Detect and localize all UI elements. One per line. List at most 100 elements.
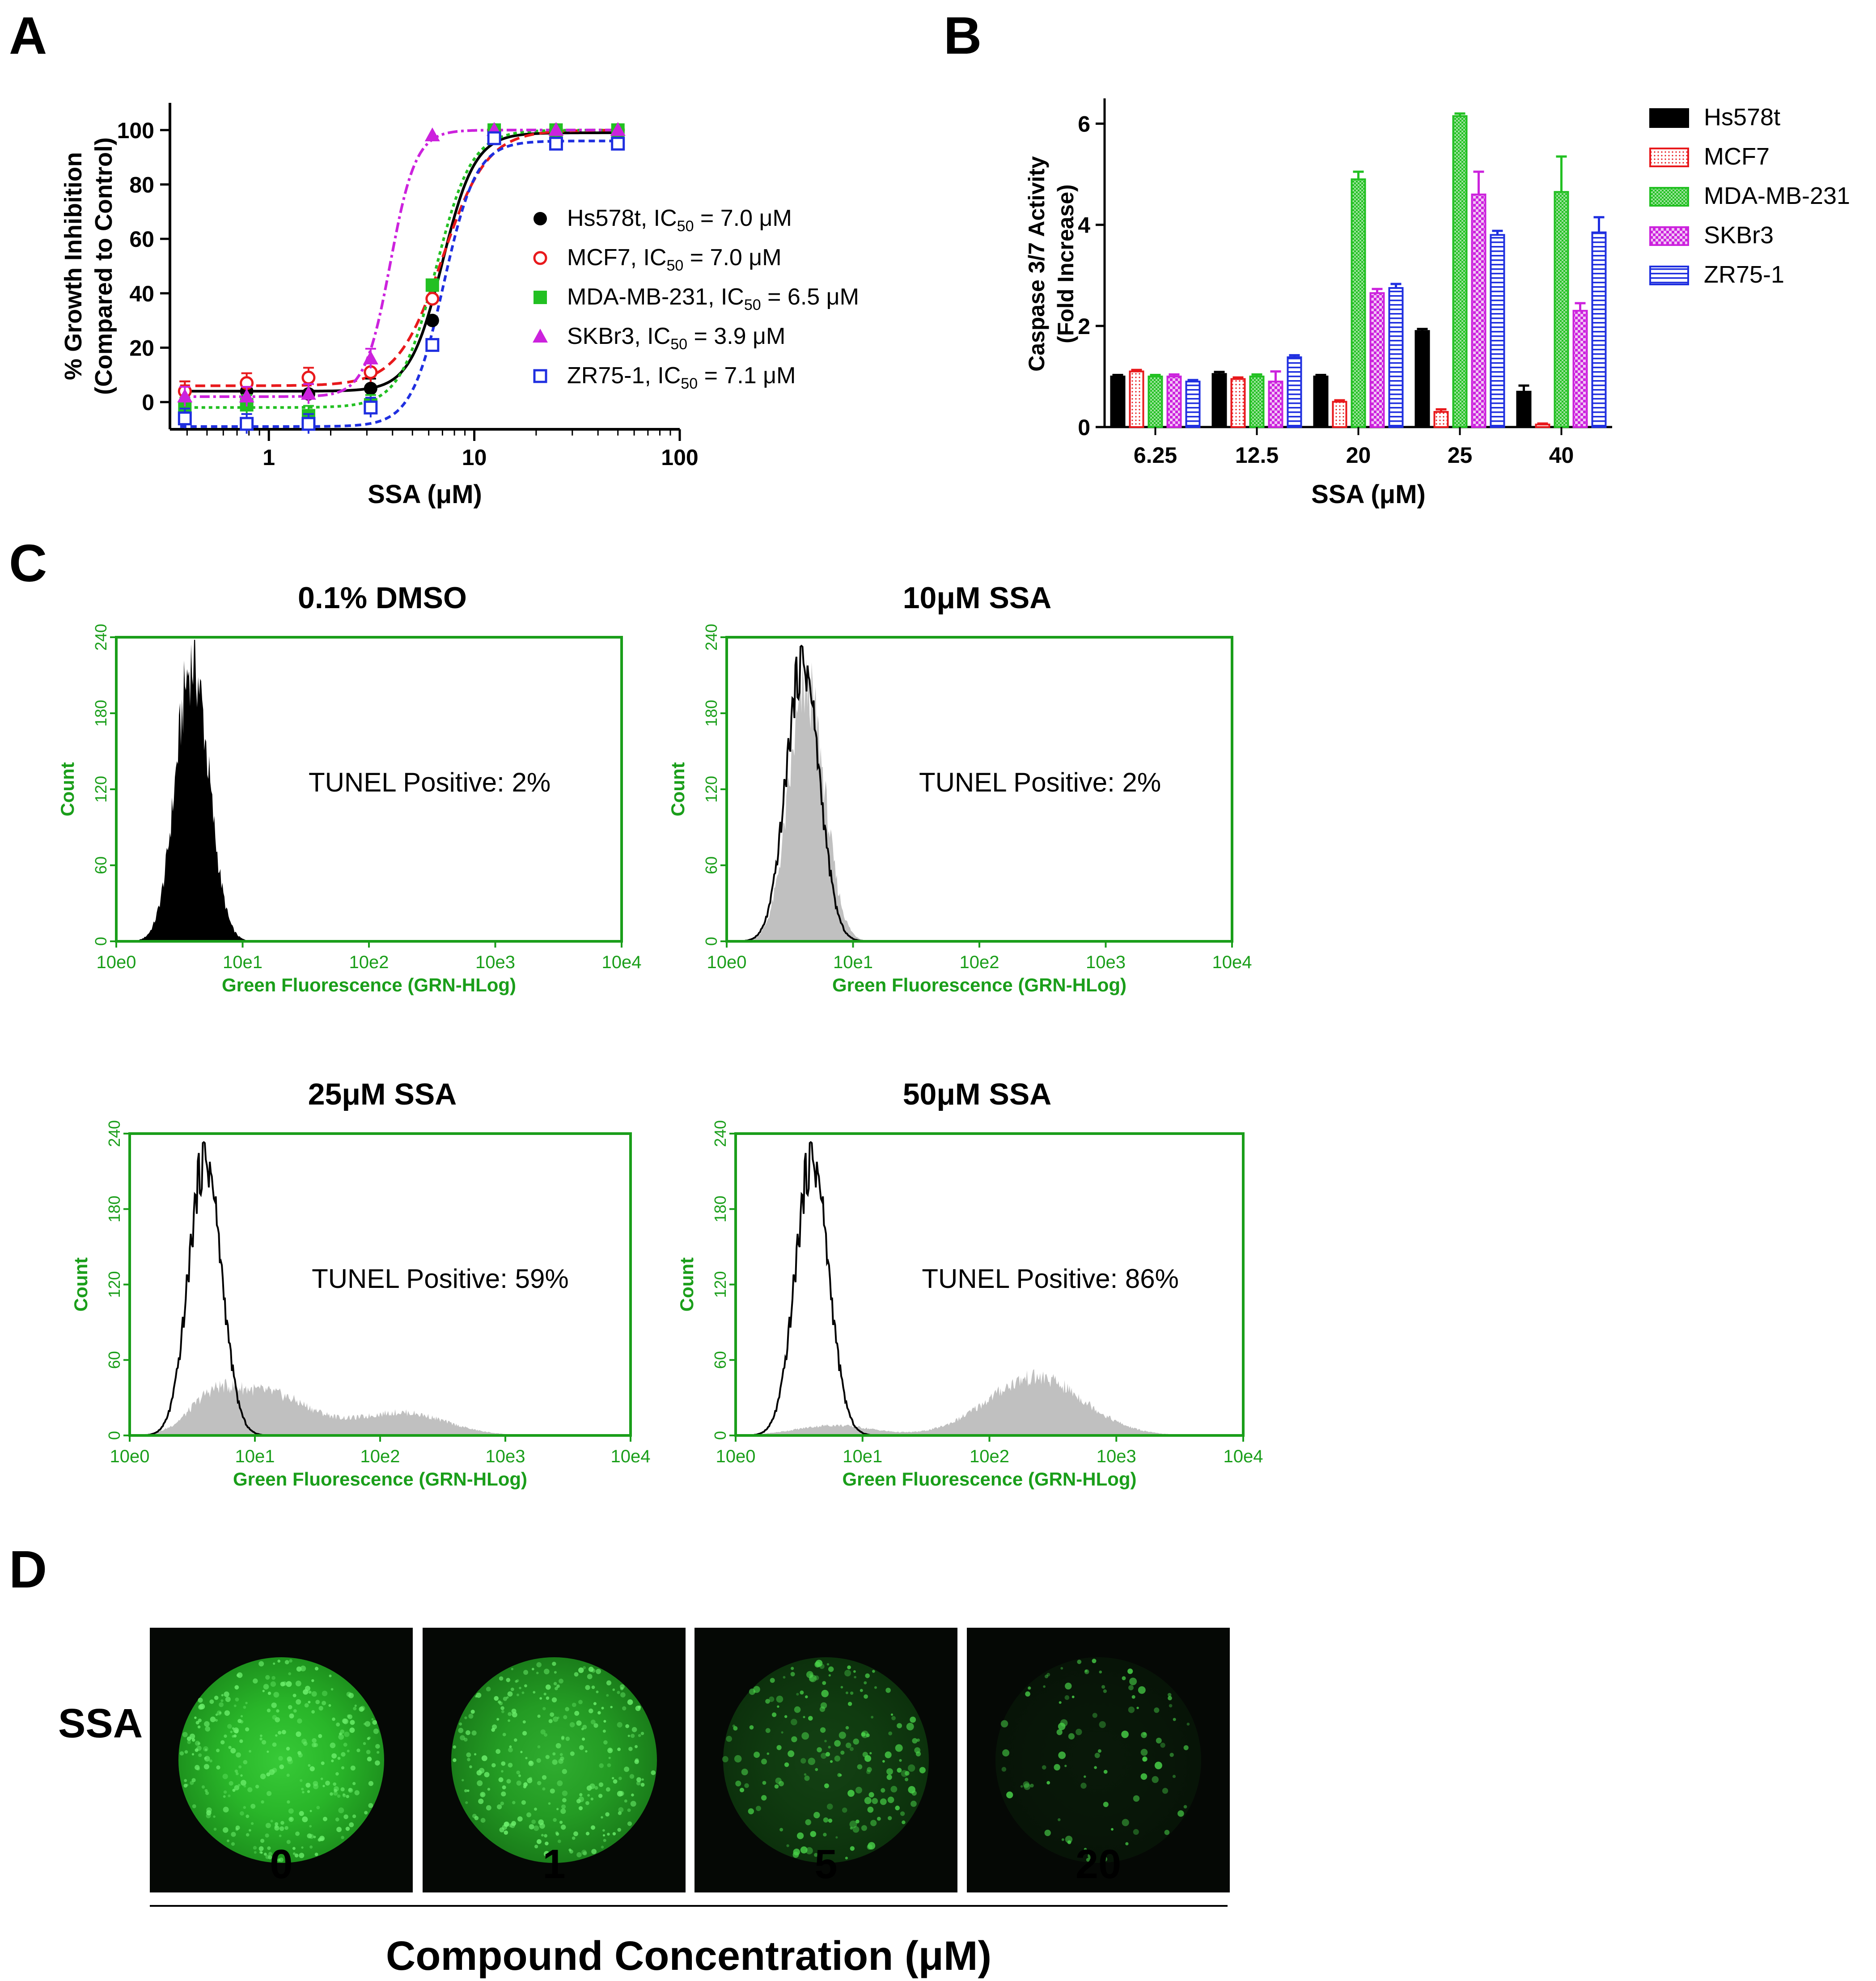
d-cell-dot [254, 1851, 257, 1854]
d-cell-dot [801, 1732, 809, 1740]
d-cell-dot [287, 1756, 292, 1762]
d-cell-dot [474, 1816, 479, 1820]
c-y-tick-label: 60 [702, 856, 720, 874]
d-cell-dot [337, 1794, 341, 1798]
d-cell-dot [855, 1820, 860, 1824]
d-cell-dot [231, 1842, 235, 1846]
d-cell-dot [308, 1690, 312, 1694]
d-cell-dot [825, 1752, 830, 1757]
d-cell-dot [341, 1766, 345, 1769]
c-y-axis-label: Count [667, 762, 688, 816]
c-x-tick-label: 10e2 [360, 1447, 400, 1466]
d-cell-dot [284, 1826, 288, 1830]
d-cell-dot [559, 1753, 563, 1757]
b-bar-zr75 [1490, 234, 1505, 428]
d-cell-dot [1128, 1706, 1135, 1713]
d-cell-dot [491, 1728, 495, 1732]
d-cell-dot [364, 1721, 371, 1727]
d-cell-dot [588, 1667, 594, 1672]
c-x-tick-label: 10e3 [1097, 1447, 1136, 1466]
d-cell-dot [902, 1820, 906, 1824]
d-cell-dot [331, 1753, 337, 1759]
d-cell-dot [556, 1684, 560, 1688]
d-cell-dot [529, 1761, 533, 1765]
d-cell-dot [562, 1791, 568, 1796]
d-cell-dot [206, 1807, 212, 1813]
d-cell-dot [828, 1674, 831, 1677]
d-cell-dot [345, 1826, 350, 1831]
b-bar-mcf7 [1433, 411, 1449, 428]
d-cell-dot [1160, 1743, 1165, 1748]
d-cell-dot [198, 1753, 202, 1757]
d-cell-dot [845, 1726, 849, 1730]
d-cell-dot [526, 1812, 532, 1817]
d-cell-dot [529, 1824, 534, 1830]
d-cell-dot [749, 1689, 755, 1695]
d-cell-dot [1001, 1767, 1007, 1772]
b-bar-hs578t [1313, 375, 1329, 428]
d-cell-dot [258, 1661, 264, 1667]
d-cell-dot [251, 1822, 254, 1825]
d-cell-dot [463, 1737, 468, 1742]
d-cell-dot [867, 1767, 872, 1772]
d-cell-dot [850, 1846, 855, 1851]
d-cell-dot [235, 1825, 240, 1830]
d-cell-dot [620, 1687, 624, 1690]
d-cell-dot [617, 1791, 623, 1797]
d-cell-dot [502, 1785, 506, 1790]
a-point-zr75 [425, 338, 440, 352]
d-cell-dot [912, 1738, 918, 1744]
d-cell-dot [213, 1828, 217, 1831]
c-panel-title: 25μM SSA [308, 1077, 457, 1111]
d-cell-dot [824, 1740, 827, 1743]
d-cell-dot [516, 1770, 520, 1774]
d-cell-dot [228, 1794, 231, 1798]
d-cell-dot [265, 1675, 270, 1680]
d-cell-dot [209, 1699, 214, 1704]
d-cell-dot [186, 1736, 191, 1741]
a-x-tick-label: 100 [661, 445, 698, 470]
d-cell-dot [1128, 1685, 1134, 1691]
b-y-axis-label-line2: (Fold Increase) [1053, 184, 1078, 343]
c-tunel-annotation: TUNEL Positive: 2% [309, 767, 551, 797]
d-cell-dot [891, 1716, 896, 1720]
d-cell-dot [364, 1811, 368, 1815]
d-cell-dot [223, 1790, 227, 1794]
d-cell-dot [1099, 1670, 1102, 1674]
d-cell-dot [372, 1720, 377, 1725]
d-cell-dot [1140, 1748, 1148, 1756]
d-cell-dot [214, 1695, 219, 1700]
d-cell-dot [1025, 1691, 1030, 1697]
a-point-mcf7 [425, 292, 440, 306]
d-cell-dot [868, 1792, 874, 1798]
d-cell-dot [1030, 1783, 1034, 1788]
d-cell-dot [797, 1832, 804, 1839]
d-cell-dot [377, 1751, 380, 1754]
c-y-tick-label: 0 [92, 937, 110, 946]
d-cell-dot [1154, 1761, 1162, 1769]
a-legend-marker-hs578t [534, 212, 547, 225]
d-cell-dot [498, 1700, 501, 1704]
d-cell-dot [288, 1808, 294, 1814]
d-cell-dot [608, 1757, 611, 1759]
d-cell-dot [462, 1779, 464, 1782]
d-cell-dot [1059, 1701, 1062, 1704]
b-bar-mda [1148, 375, 1163, 428]
d-cell-dot [523, 1782, 528, 1787]
d-cell-dot [561, 1804, 566, 1809]
d-cell-dot [267, 1846, 271, 1850]
d-cell-dot [897, 1768, 902, 1773]
c-x-tick-label: 10e0 [707, 952, 747, 972]
d-cell-dot [265, 1833, 269, 1838]
b-bar-mda [1554, 191, 1569, 428]
d-cell-dot [568, 1848, 572, 1852]
d-cell-dot [846, 1742, 851, 1748]
d-cell-dot [260, 1734, 263, 1737]
d-cell-dot [504, 1821, 509, 1827]
d-cell-dot [195, 1765, 200, 1770]
a-y-tick-label: 0 [142, 390, 154, 415]
d-cell-dot [501, 1710, 504, 1714]
d-cell-dot [228, 1746, 232, 1749]
b-bar-mda [1452, 115, 1468, 428]
d-cell-dot [231, 1832, 236, 1837]
